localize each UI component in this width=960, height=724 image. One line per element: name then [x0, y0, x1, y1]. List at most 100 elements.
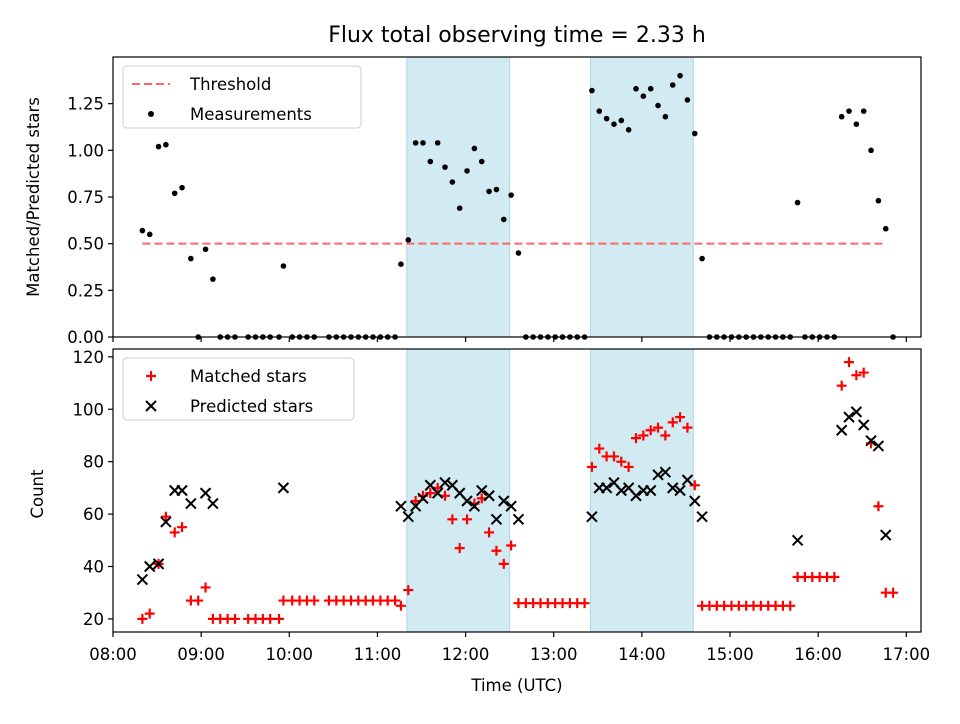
- predicted-stars-point: [850, 406, 863, 418]
- matched-stars-point: [169, 527, 180, 538]
- matched-stars-point: [395, 600, 406, 611]
- predicted-stars-point: [199, 487, 212, 499]
- predicted-stars-point: [880, 529, 892, 541]
- predicted-stars-point: [615, 484, 628, 497]
- x-tick-label: 15:00: [706, 645, 754, 664]
- matched-stars-point: [645, 425, 656, 436]
- predicted-stars-point: [402, 510, 414, 523]
- predicted-stars-point: [144, 560, 156, 573]
- measurement-point: [398, 261, 404, 268]
- predicted-stars-point: [483, 490, 495, 502]
- measurement-point: [471, 145, 478, 152]
- predicted-stars-point: [431, 487, 444, 499]
- matched-stars-point: [160, 511, 171, 522]
- predicted-stars-point: [600, 482, 613, 494]
- shaded-interval: [589, 56, 694, 338]
- y-tick-label: 80: [83, 453, 104, 472]
- measurement-point: [515, 250, 522, 256]
- predicted-stars-point: [872, 440, 885, 452]
- ratio-panel: 0.00 0.25 0.50 0.75 1.00 1.25 Threshold Measure…: [67, 56, 922, 347]
- x-tick-label: 13:00: [530, 645, 578, 664]
- predicted-stars-point: [857, 419, 870, 431]
- predicted-stars-point: [160, 516, 172, 528]
- predicted-stars-point: [512, 513, 525, 526]
- measurement-point: [171, 190, 178, 197]
- matched-stars-point: [447, 514, 458, 525]
- predicted-stars-point: [498, 495, 510, 507]
- predicted-stars-point: [667, 482, 679, 494]
- predicted-stars-point: [277, 482, 290, 494]
- predicted-stars-point: [659, 466, 672, 478]
- top-chart-title: Flux total observing time = 2.33 h: [328, 23, 706, 48]
- measurement-point: [868, 147, 874, 154]
- measurement-point: [493, 186, 500, 193]
- predicted-stars-point: [176, 484, 188, 497]
- matched-stars-point: [785, 600, 796, 611]
- matched-stars-point: [462, 514, 473, 525]
- matched-stars-point: [403, 585, 414, 596]
- matched-stars-point: [608, 451, 619, 462]
- x-tick-label: 09:00: [177, 645, 225, 664]
- matched-stars-point: [667, 417, 678, 428]
- predicted-stars-point: [843, 411, 855, 423]
- legend-box: [122, 357, 355, 421]
- matched-stars-point: [586, 461, 597, 472]
- measurement-point: [464, 168, 470, 174]
- matched-stars-point: [630, 433, 641, 444]
- matched-stars-point: [484, 527, 495, 538]
- measurement-point: [456, 205, 463, 211]
- y-tick-label: 0.50: [67, 235, 104, 254]
- matched-stars-point: [858, 367, 869, 378]
- matched-stars-point: [660, 430, 671, 441]
- matched-stars-point: [278, 595, 289, 606]
- measurement-point: [677, 72, 683, 79]
- measurement-point: [146, 231, 153, 238]
- legend-entry-label: Predicted stars: [190, 397, 313, 416]
- measurement-point: [699, 255, 705, 262]
- matched-stars-point: [829, 571, 840, 582]
- x-tick-label: 12:00: [442, 645, 490, 664]
- y-tick-label: 0.75: [67, 188, 104, 207]
- x-tick-label: 11:00: [354, 645, 402, 664]
- measurement-point: [684, 97, 691, 103]
- predicted-stars-point: [185, 497, 197, 510]
- measurement-point: [838, 113, 845, 120]
- predicted-stars-point: [674, 484, 686, 497]
- predicted-stars-point: [791, 534, 804, 546]
- measurement-point: [846, 108, 852, 114]
- measurement-point: [412, 140, 419, 146]
- predicted-stars-point: [468, 500, 481, 512]
- legend-entry-label: Measurements: [190, 105, 312, 124]
- matched-stars-point: [390, 595, 401, 606]
- legend-entry-label: Threshold: [189, 75, 271, 94]
- matched-stars-point: [309, 595, 320, 606]
- measurement-point: [449, 179, 456, 185]
- legend-predicted-swatch: [145, 400, 157, 412]
- measurement-point: [611, 121, 617, 127]
- legend-entry-label: Matched stars: [190, 367, 307, 386]
- predicted-stars-point: [136, 573, 149, 586]
- measurement-point: [420, 140, 426, 146]
- matched-stars-point: [594, 443, 605, 454]
- x-tick-label: 14:00: [618, 645, 666, 664]
- predicted-stars-point: [586, 510, 598, 523]
- y-tick-label: 20: [83, 610, 104, 629]
- measurement-point: [478, 158, 485, 165]
- measurement-point: [405, 237, 412, 243]
- measurement-point: [647, 85, 654, 92]
- matched-stars-point: [491, 545, 502, 556]
- top-y-axis-label: Matched/Predicted stars: [24, 97, 43, 297]
- matched-stars-point: [193, 595, 204, 606]
- predicted-stars-point: [681, 474, 694, 486]
- matched-stars-point: [851, 370, 862, 381]
- predicted-stars-point: [696, 510, 708, 523]
- predicted-stars-point: [865, 435, 877, 447]
- x-axis-label: Time (UTC): [470, 676, 562, 695]
- measurement-point: [427, 158, 434, 165]
- measurement-point: [603, 115, 610, 122]
- shaded-interval: [406, 56, 511, 338]
- y-tick-label: 60: [83, 505, 104, 524]
- x-tick-label: 16:00: [794, 645, 842, 664]
- measurement-point: [202, 246, 209, 253]
- measurement-point: [179, 184, 185, 191]
